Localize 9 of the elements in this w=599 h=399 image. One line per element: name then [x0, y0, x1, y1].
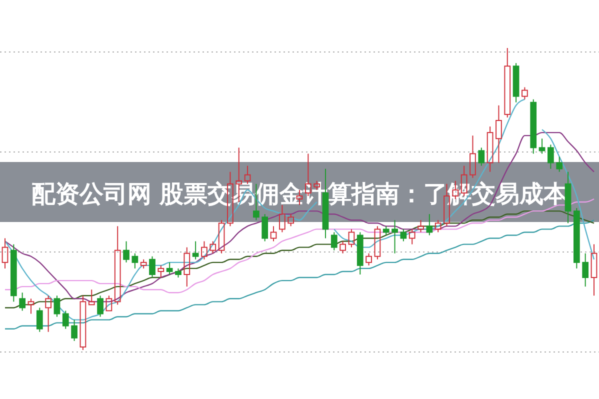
candlestick [496, 104, 502, 164]
candlestick [590, 244, 598, 296]
candlestick [184, 246, 190, 288]
candlestick [10, 244, 17, 302]
candlestick [486, 126, 494, 172]
candlestick [392, 220, 398, 254]
candlestick [582, 252, 589, 288]
candlestick [2, 238, 8, 269]
candlestick [564, 171, 572, 224]
